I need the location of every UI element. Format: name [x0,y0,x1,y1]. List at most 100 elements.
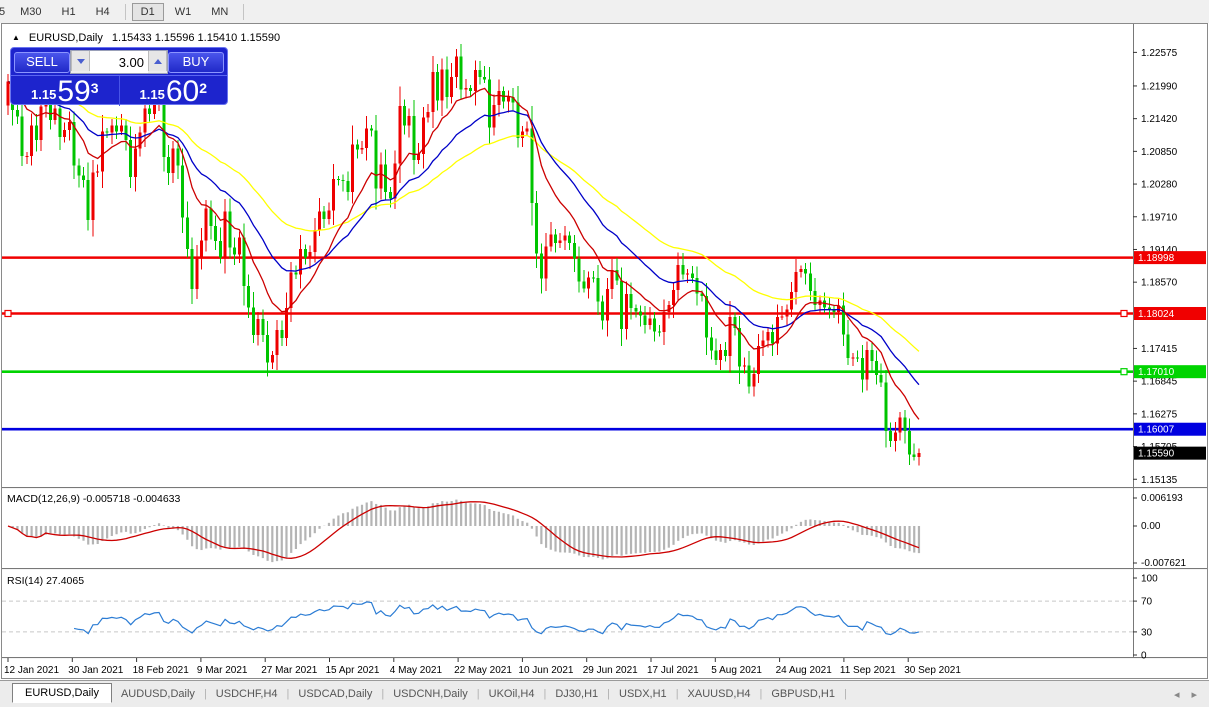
svg-text:4 May 2021: 4 May 2021 [390,665,443,676]
svg-text:9 Mar 2021: 9 Mar 2021 [197,665,248,676]
timeframe-button-d1[interactable]: D1 [131,2,164,21]
price-chart-canvas[interactable]: 1.22575 1.21990 1.21420 1.20850 1.20280 1.197… [0,23,1209,680]
price-axis[interactable]: 1.22575 1.21990 1.21420 1.20850 1.20280 1.197… [1133,48,1206,486]
tab-separator: | [607,688,610,700]
svg-text:29 Jun 2021: 29 Jun 2021 [583,665,638,676]
svg-text:1.22575: 1.22575 [1141,48,1178,59]
buy-price-display[interactable]: 1.15 60 2 [120,75,228,108]
svg-text:1.20280: 1.20280 [1141,180,1178,191]
macd-axis[interactable]: 0.006193 0.00 -0.007621 [1133,493,1186,569]
chart-tab-usdcnh-daily[interactable]: USDCNH,Daily [393,688,468,700]
horizontal-level-lines[interactable] [2,256,1133,431]
macd-indicator-label: MACD(12,26,9) -0.005718 -0.004633 [7,493,181,505]
svg-text:1.17415: 1.17415 [1141,344,1178,355]
chart-tab-gbpusd-h1[interactable]: GBPUSD,H1 [771,688,835,700]
candles-group [6,44,921,466]
svg-text:0.006193: 0.006193 [1141,493,1183,504]
volume-increase-button[interactable] [148,51,167,71]
chevron-up-icon [153,58,162,64]
volume-input[interactable] [90,51,148,73]
svg-text:27 Mar 2021: 27 Mar 2021 [261,665,318,676]
tab-separator: | [843,688,847,700]
rsi-indicator-label: RSI(14) 27.4065 [7,575,85,587]
buy-price-sup: 2 [199,80,207,96]
scroll-tabs-left-button[interactable]: ◂ [1173,688,1180,701]
svg-text:30 Jan 2021: 30 Jan 2021 [68,665,123,676]
scroll-tabs-right-button[interactable]: ▸ [1191,688,1197,701]
symbol-timeframe-label: EURUSD,Daily [28,32,103,44]
buy-button[interactable]: BUY [168,51,224,73]
svg-text:0: 0 [1141,651,1147,662]
svg-text:1.21990: 1.21990 [1141,81,1178,92]
chart-tab-usdx-h1[interactable]: USDX,H1 [619,688,667,700]
rsi-pane [2,600,1133,636]
chart-tab-eurusd-daily[interactable]: EURUSD,Daily [12,683,112,703]
svg-text:1.16275: 1.16275 [1141,409,1178,420]
svg-text:22 May 2021: 22 May 2021 [454,665,512,676]
price-divider [118,76,120,106]
svg-text:1.19710: 1.19710 [1141,212,1178,223]
time-axis[interactable]: 12 Jan 2021 30 Jan 2021 18 Feb 2021 9 Mar 2… [4,658,961,676]
chart-tab-usdchf-h4[interactable]: USDCHF,H4 [215,688,278,700]
one-click-trading-panel: SELL BUY 1.15 59 3 [10,47,228,108]
svg-text:1.18998: 1.18998 [1138,253,1175,264]
volume-decrease-button[interactable] [71,51,90,71]
symbol-marker-icon: ▲ [12,32,20,42]
svg-text:18 Feb 2021: 18 Feb 2021 [133,665,190,676]
timeframe-button-h1[interactable]: H1 [53,3,85,21]
timeframe-button-w1[interactable]: W1 [166,3,201,21]
timeframe-button-5[interactable]: 5 [0,3,9,21]
svg-text:1.16007: 1.16007 [1138,425,1175,436]
svg-text:-0.007621: -0.007621 [1141,558,1186,569]
svg-text:12 Jan 2021: 12 Jan 2021 [4,665,59,676]
svg-text:17 Jul 2021: 17 Jul 2021 [647,665,699,676]
svg-text:1.21420: 1.21420 [1141,114,1178,125]
chart-background [0,23,1209,680]
tab-separator: | [675,688,679,700]
buy-price-base: 1.15 [139,87,165,102]
chart-tab-xauusd-h4[interactable]: XAUUSD,H4 [687,688,751,700]
pane-frames [2,24,1207,659]
chart-window: 1.22575 1.21990 1.21420 1.20850 1.20280 1.197… [0,23,1209,680]
toolbar-separator [124,3,126,20]
timeframe-button-h4[interactable]: H4 [87,3,119,21]
buy-price-big: 60 [165,75,200,108]
tab-separator: | [543,688,547,700]
quote-ohlc-values: 1.15433 1.15596 1.15410 1.15590 [111,32,281,44]
svg-text:70: 70 [1141,597,1153,608]
svg-text:1.18024: 1.18024 [1138,309,1175,320]
chart-tabs-bar: EURUSD,Daily AUDUSD,Daily | USDCHF,H4 | USDCA… [0,680,1209,707]
tab-separator: | [286,688,290,700]
tab-separator: | [476,688,480,700]
chart-tab-usdcad-daily[interactable]: USDCAD,Daily [298,688,373,700]
svg-text:1.20850: 1.20850 [1141,147,1178,158]
chart-tab-ukoil-h4[interactable]: UKOil,H4 [488,688,535,700]
svg-text:1.15135: 1.15135 [1141,475,1178,486]
svg-text:1.18570: 1.18570 [1141,278,1178,289]
svg-text:1.15590: 1.15590 [1138,449,1175,460]
svg-text:5 Aug 2021: 5 Aug 2021 [711,665,762,676]
svg-text:100: 100 [1141,574,1158,585]
timeframe-button-m30[interactable]: M30 [11,3,50,21]
tab-separator: | [203,688,207,700]
chevron-down-icon [76,58,85,64]
tab-separator: | [381,688,385,700]
sell-price-display[interactable]: 1.15 59 3 [11,75,119,108]
svg-text:24 Aug 2021: 24 Aug 2021 [776,665,833,676]
moving-averages-group [7,80,920,420]
chart-tab-audusd-daily[interactable]: AUDUSD,Daily [120,688,195,700]
sell-button[interactable]: SELL [14,51,70,73]
sell-price-sup: 3 [90,80,99,96]
chart-tab-dj30-h1[interactable]: DJ30,H1 [555,688,599,700]
volume-stepper [70,50,168,74]
timeframe-button-mn[interactable]: MN [202,3,237,21]
rsi-axis[interactable]: 100 70 30 0 [1133,574,1158,662]
svg-text:11 Sep 2021: 11 Sep 2021 [840,665,896,676]
svg-text:30: 30 [1141,627,1153,638]
svg-text:1.16845: 1.16845 [1141,377,1178,388]
sell-price-big: 59 [57,75,91,108]
chart-title: ▲ EURUSD,Daily 1.15433 1.15596 1.15410 1… [12,32,280,44]
svg-text:10 Jun 2021: 10 Jun 2021 [518,665,573,676]
